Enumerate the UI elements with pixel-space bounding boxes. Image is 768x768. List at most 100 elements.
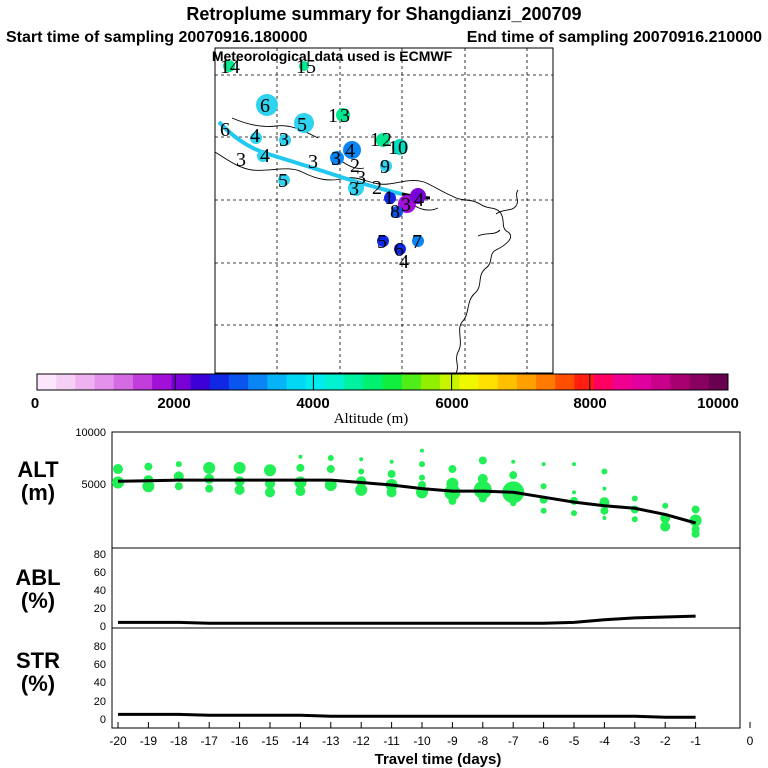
alt-point (264, 464, 276, 477)
plume-cluster (257, 150, 269, 162)
alt-point (359, 457, 364, 462)
met-data-label: Meteorological data used is ECMWF (212, 48, 453, 64)
colorbar-swatch (324, 374, 345, 390)
alt-point (602, 516, 607, 521)
alt-point (602, 486, 607, 491)
cluster-labels: 1 4 1 5 6 1 3 5 6 4 3 1 2 1 0 4 3 4 3 3 … (220, 56, 424, 273)
x-tick-label: -9 (447, 734, 458, 748)
x-tick-label: -7 (508, 734, 519, 748)
trajectory-track (217, 120, 403, 196)
colorbar-swatch (382, 374, 403, 390)
cluster-label: 4 (345, 140, 355, 162)
plume-cluster (294, 113, 314, 133)
x-tick-label: -11 (383, 734, 400, 748)
alt-point (203, 461, 216, 474)
cluster-label: 3 (331, 148, 341, 170)
alt-point (510, 500, 517, 507)
plume-cluster (412, 235, 424, 247)
cluster-label: 6 (260, 95, 270, 117)
plume-cluster (348, 180, 364, 196)
alt-point (387, 469, 396, 478)
str-panel-frame (111, 627, 741, 729)
colorbar-swatch (113, 374, 134, 390)
alt-point (113, 464, 123, 475)
alt-point (419, 474, 425, 481)
map-panel: 1 4 1 5 6 1 3 5 6 4 3 1 2 1 0 4 3 4 3 3 … (214, 47, 554, 374)
alt-point (358, 468, 365, 475)
x-tick-label: -14 (292, 734, 310, 748)
x-tick-label: -19 (140, 734, 158, 748)
cluster-label: 1 (328, 105, 338, 127)
alt-point (448, 465, 457, 474)
cluster-label: 7 (412, 231, 422, 253)
alt-point (571, 510, 577, 517)
cluster-label: 2 (382, 129, 392, 151)
colorbar-swatch (248, 374, 268, 390)
cluster-label: 5 (377, 231, 387, 253)
plume-clusters (223, 60, 426, 255)
alt-point (144, 462, 153, 471)
abl-ytick: 20 (94, 603, 106, 615)
x-tick-label: -10 (413, 734, 431, 748)
colorbar-swatch (209, 374, 230, 390)
alt-point (142, 480, 155, 493)
colorbar-swatch (401, 374, 422, 390)
colorbar-swatch (459, 374, 479, 390)
x-tick-label: -20 (109, 734, 127, 748)
plume-cluster (394, 243, 406, 255)
colorbar-label: Altitude (m) (334, 411, 409, 427)
cluster-label: 4 (250, 125, 260, 147)
alt-point (601, 468, 608, 475)
x-tick-label: -6 (538, 734, 549, 748)
colorbar-swatch (286, 374, 307, 390)
alt-ytick: 10000 (75, 427, 106, 439)
alt-point (572, 490, 576, 495)
colorbar-tick: 2000 (157, 395, 190, 412)
abl-panel-unit: (%) (21, 588, 55, 613)
colorbar-swatch (651, 374, 671, 390)
x-tick-label: -8 (477, 734, 488, 748)
abl-yticks: 80 60 40 20 0 (94, 549, 106, 633)
alt-point (205, 484, 214, 493)
alt-point (662, 502, 669, 509)
colorbar-swatch (632, 374, 652, 390)
cluster-label: 1 (384, 187, 394, 209)
x-tick-label: -1 (690, 734, 701, 748)
cluster-label: 3 (236, 149, 246, 171)
plume-cluster (391, 206, 403, 218)
abl-ytick: 40 (94, 585, 106, 597)
cluster-label: 1 (296, 56, 306, 78)
colorbar-swatch (152, 374, 172, 390)
cluster-label: 3 (356, 167, 366, 189)
cluster-label: 3 (279, 129, 289, 151)
alt-point (355, 483, 368, 496)
plume-cluster (279, 134, 291, 146)
cluster-label: 4 (399, 251, 409, 273)
colorbar-swatch (305, 374, 326, 390)
alt-point (174, 482, 183, 491)
alt-ytick: 5000 (82, 479, 106, 491)
x-tick-label: 0 (747, 734, 754, 748)
alt-point (478, 494, 487, 503)
alt-point (509, 471, 518, 480)
str-yticks: 80 60 40 20 0 (94, 641, 106, 726)
str-ytick: 80 (94, 641, 106, 653)
plume-cluster (392, 139, 408, 155)
alt-yticks: 10000 5000 (75, 427, 118, 491)
str-ytick: 0 (100, 714, 106, 726)
plume-cluster (380, 160, 392, 172)
cluster-label: 4 (230, 56, 240, 78)
colorbar-tick: 0 (31, 395, 39, 412)
colorbar-swatch (574, 374, 595, 390)
colorbar-swatch (612, 374, 633, 390)
plume-cluster (384, 192, 396, 204)
abl-ytick: 80 (94, 549, 106, 561)
cluster-label: 9 (380, 156, 390, 178)
str-ytick: 40 (94, 677, 106, 689)
abl-panel-frame (111, 547, 741, 629)
x-tick-label: -12 (353, 734, 371, 748)
alt-mean-line (117, 478, 697, 525)
x-tick-label: -15 (261, 734, 279, 748)
alt-point (541, 462, 546, 467)
